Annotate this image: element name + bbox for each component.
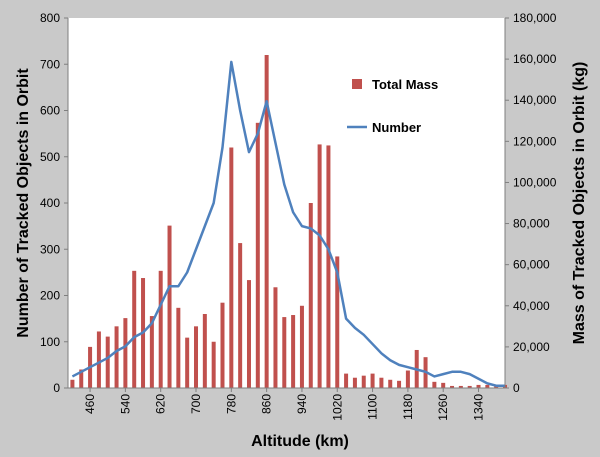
right-tick-label: 20,000 [513, 340, 550, 354]
left-axis-title: Number of Tracked Objects in Orbit [15, 68, 32, 338]
mass-bar [308, 203, 313, 388]
left-tick-label: 0 [53, 381, 60, 395]
mass-bar [79, 369, 84, 388]
x-tick-label: 940 [295, 394, 309, 414]
mass-bar [467, 385, 472, 388]
x-tick-label: 700 [189, 394, 203, 414]
mass-bar [132, 270, 137, 388]
right-tick-label: 100,000 [513, 175, 557, 189]
mass-bar [326, 145, 331, 388]
mass-bar [167, 225, 172, 388]
mass-bar [149, 316, 154, 388]
right-tick-label: 80,000 [513, 217, 550, 231]
x-tick-label: 1020 [330, 394, 344, 421]
x-tick-label: 1340 [472, 394, 486, 421]
right-tick-label: 0 [513, 381, 520, 395]
mass-bar [361, 375, 366, 388]
mass-bar [317, 144, 322, 388]
mass-bar [176, 307, 181, 388]
x-tick-label: 1260 [436, 394, 450, 421]
mass-bar [335, 256, 340, 388]
mass-bar [220, 302, 225, 388]
right-tick-label: 60,000 [513, 258, 550, 272]
mass-bar [246, 280, 251, 388]
mass-bar [255, 122, 260, 388]
legend-label-number: Number [372, 120, 421, 135]
left-tick-label: 100 [40, 335, 60, 349]
x-tick-label: 860 [260, 394, 274, 414]
right-tick-label: 160,000 [513, 52, 557, 66]
right-tick-label: 180,000 [513, 11, 557, 25]
mass-bar [123, 318, 128, 388]
right-axis-ticks: 0 20,000 40,000 60,000 80,000 100,000 120,000 1… [505, 11, 557, 395]
mass-bar [158, 270, 163, 388]
x-axis-ticks: 460 540 620 700 780 860 940 1020 1100 1180 1260 134… [83, 388, 486, 421]
mass-bar [344, 373, 349, 388]
left-tick-label: 700 [40, 57, 60, 71]
mass-bar [476, 384, 481, 388]
mass-bar [70, 379, 75, 388]
mass-bar [494, 385, 499, 388]
mass-bar [105, 336, 110, 388]
mass-bar [238, 243, 243, 388]
x-tick-label: 540 [118, 394, 132, 414]
left-tick-label: 800 [40, 11, 60, 25]
mass-bar [441, 382, 446, 388]
mass-bar [202, 314, 207, 388]
mass-bar [432, 381, 437, 388]
mass-bar [229, 147, 234, 388]
mass-bar [273, 287, 278, 388]
x-tick-label: 1100 [366, 394, 380, 420]
mass-bars [70, 55, 507, 388]
mass-bar [485, 384, 490, 388]
mass-bar [185, 337, 190, 388]
mass-bar [370, 373, 375, 388]
mass-bar [397, 380, 402, 388]
right-tick-label: 140,000 [513, 93, 557, 107]
left-tick-label: 600 [40, 104, 60, 118]
mass-bar [352, 377, 357, 388]
mass-bar [114, 326, 119, 388]
mass-bar [282, 317, 287, 388]
plot-area [68, 18, 505, 388]
legend: Total Mass Number [347, 77, 438, 135]
right-axis-title: Mass of Tracked Objects in Orbit (kg) [571, 62, 588, 345]
x-tick-label: 460 [83, 394, 97, 414]
mass-bar [450, 385, 455, 388]
mass-bar [211, 341, 216, 388]
right-tick-label: 120,000 [513, 134, 557, 148]
left-tick-label: 200 [40, 289, 60, 303]
number-series-line [71, 60, 505, 387]
mass-bar [299, 305, 304, 388]
x-tick-label: 620 [154, 394, 168, 414]
x-tick-label: 1180 [401, 394, 415, 420]
mass-bar [96, 331, 101, 388]
x-tick-label: 780 [224, 394, 238, 414]
mass-bar [291, 315, 296, 388]
legend-swatch-total-mass [352, 79, 362, 89]
left-tick-label: 500 [40, 150, 60, 164]
mass-bar [405, 370, 410, 388]
mass-bar [458, 385, 463, 388]
left-tick-label: 400 [40, 196, 60, 210]
x-axis-title: Altitude (km) [251, 433, 349, 450]
mass-bar [379, 377, 384, 388]
mass-bar [388, 379, 393, 388]
legend-label-total-mass: Total Mass [372, 77, 438, 92]
left-axis-ticks: 0 100 200 300 400 500 600 700 800 [40, 11, 68, 395]
mass-bar [194, 326, 199, 388]
left-tick-label: 300 [40, 242, 60, 256]
mass-bar [264, 55, 269, 388]
right-tick-label: 40,000 [513, 299, 550, 313]
